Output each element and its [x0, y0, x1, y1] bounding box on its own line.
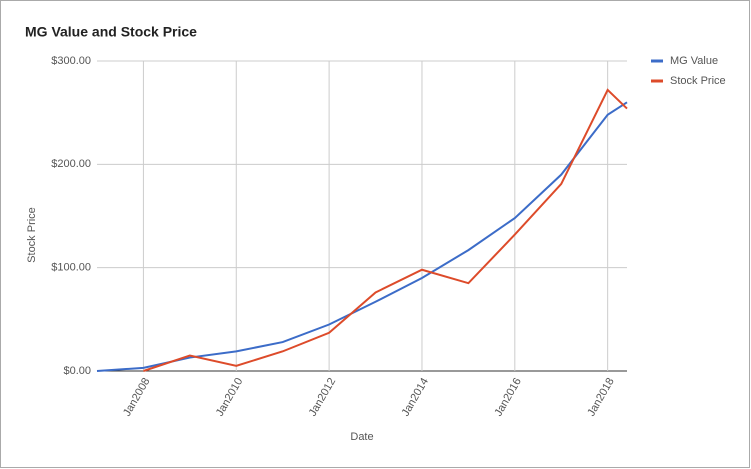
y-tick-label: $300.00	[51, 55, 91, 67]
chart-title: MG Value and Stock Price	[25, 24, 197, 40]
legend-label: MG Value	[670, 55, 718, 67]
x-axis-title: Date	[350, 431, 373, 443]
data-line	[143, 88, 628, 372]
data-line	[96, 101, 628, 372]
y-tick-label: $0.00	[63, 365, 91, 377]
y-tick-label: $200.00	[51, 158, 91, 170]
y-axis-title: Stock Price	[26, 207, 38, 263]
y-tick-label: $100.00	[51, 262, 91, 274]
legend-label: Stock Price	[670, 75, 726, 87]
